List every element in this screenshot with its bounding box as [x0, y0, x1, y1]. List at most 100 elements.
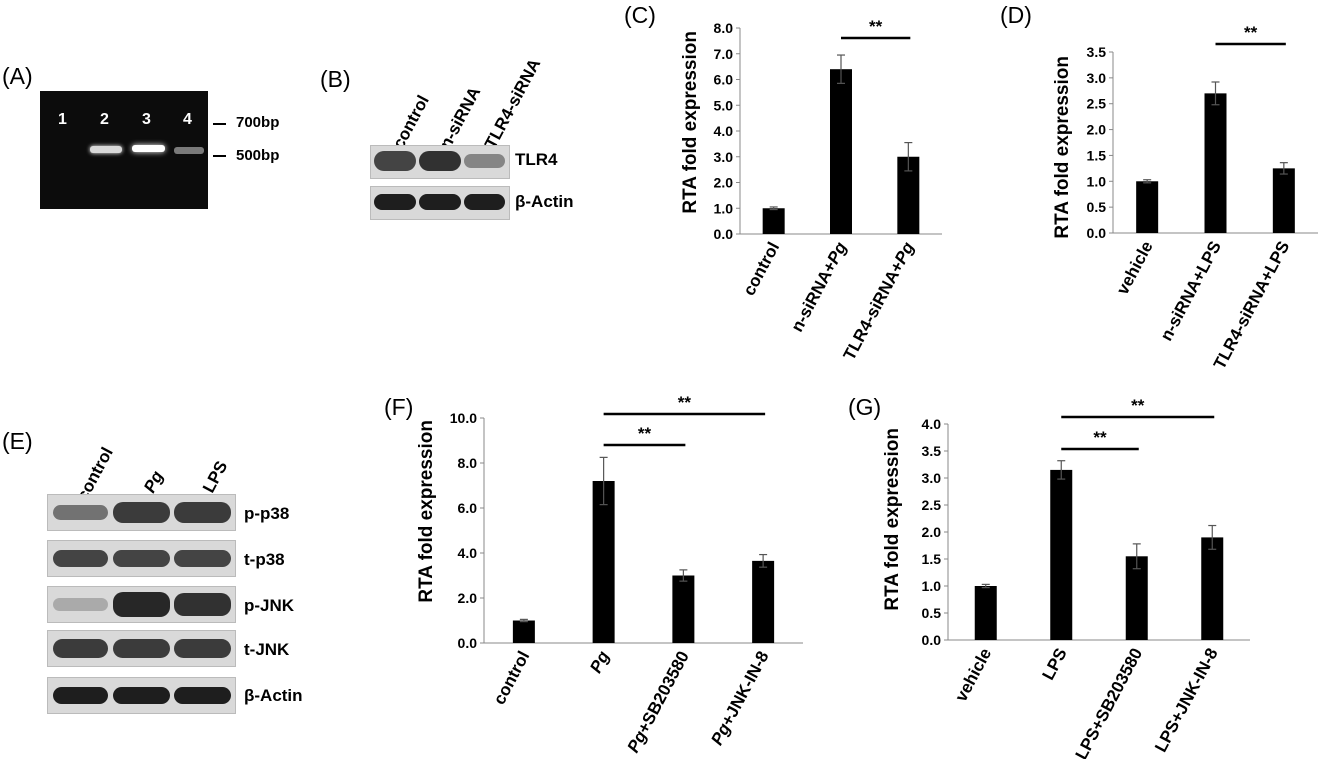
- chart-c-category-label: n-siRNA+Pg: [787, 238, 850, 335]
- panel-label-g: (G): [848, 394, 882, 420]
- blot-b-band-tlr4-tlr4-sirna: [464, 154, 505, 168]
- gel-band-lane-2: [90, 146, 122, 153]
- chart-f-y-tick-label: 2.0: [458, 590, 478, 606]
- gel-lane-4-label: 4: [183, 111, 192, 128]
- chart-f-category-label: Pg+JNK-IN-8: [707, 648, 772, 748]
- gel-lane-1-label: 1: [58, 111, 67, 128]
- chart-c-y-tick-label: 1.0: [714, 200, 734, 216]
- chart-f-category-label: Pg: [586, 647, 613, 676]
- chart-f-bar: [592, 481, 615, 643]
- panel-label-d: (D): [1000, 2, 1032, 28]
- chart-c-y-tick-label: 4.0: [714, 123, 734, 139]
- chart-g-bar: [1201, 537, 1224, 640]
- chart-f-significance-label: **: [638, 424, 652, 443]
- chart-f-y-tick-label: 10.0: [450, 410, 477, 426]
- blot-b-band-actin-control: [374, 194, 416, 210]
- chart-g-bar: [974, 586, 997, 640]
- blot-b-band-actin-n-sirna: [419, 194, 461, 210]
- chart-c-y-tick-label: 0.0: [714, 226, 734, 242]
- blot-e-band-t-jnk-pg: [113, 639, 170, 658]
- chart-g-category-label: LPS+SB203580: [1072, 645, 1147, 759]
- chart-g-category-label: LPS+JNK-IN-8: [1151, 645, 1222, 755]
- panel-label-e: (E): [2, 428, 33, 454]
- chart-d-y-tick-label: 1.0: [1087, 173, 1107, 189]
- blot-e-row-label-actin: β-Actin: [244, 686, 303, 705]
- blot-b-band-tlr4-n-sirna: [419, 151, 461, 171]
- chart-f-bar: [672, 575, 695, 643]
- blot-b-strip-tlr4: [370, 145, 510, 179]
- chart-c-y-tick-label: 5.0: [714, 97, 734, 113]
- blot-e-strip-t-p38: [47, 540, 236, 577]
- chart-d-y-tick-label: 3.5: [1087, 44, 1107, 60]
- chart-g-y-tick-label: 1.0: [922, 578, 942, 594]
- chart-d-y-tick-label: 2.5: [1087, 96, 1107, 112]
- chart-g-y-tick-label: 4.0: [922, 416, 942, 432]
- gel-lane-3-label: 3: [142, 111, 151, 128]
- marker-label-500bp: 500bp: [236, 147, 280, 164]
- chart-g-y-tick-label: 2.0: [922, 524, 942, 540]
- blot-e-band-actin-control: [53, 687, 108, 704]
- blot-b-row-label-actin: β-Actin: [515, 192, 574, 211]
- chart-g-y-tick-label: 2.5: [922, 497, 942, 513]
- blot-e-band-p-jnk-lps: [174, 593, 231, 616]
- blot-e-band-p-jnk-pg: [113, 592, 170, 617]
- chart-f-y-label: RTA fold expression: [416, 420, 437, 603]
- blot-e-band-actin-lps: [174, 687, 231, 704]
- blot-e-strip-p-p38: [47, 494, 236, 531]
- panel-label-a: (A): [2, 63, 33, 89]
- chart-c-y-tick-label: 6.0: [714, 72, 734, 88]
- chart-g-y-tick-label: 1.5: [922, 551, 942, 567]
- chart-d-y-tick-label: 1.5: [1087, 147, 1107, 163]
- blot-b-band-tlr4-control: [374, 151, 416, 171]
- chart-d-y-tick-label: 2.0: [1087, 122, 1107, 138]
- blot-e-row-label-p-jnk: p-JNK: [244, 596, 295, 615]
- chart-d-category-label: vehicle: [1113, 238, 1157, 298]
- chart-c-bar: [830, 69, 852, 234]
- blot-e-band-actin-pg: [113, 687, 170, 704]
- blot-e-row-label-t-jnk: t-JNK: [244, 640, 290, 659]
- chart-d-y-label: RTA fold expression: [1052, 56, 1073, 239]
- chart-c-y-tick-label: 3.0: [714, 149, 734, 165]
- chart-g-y-tick-label: 0.5: [922, 605, 942, 621]
- chart-c-y-tick-label: 8.0: [714, 20, 734, 36]
- marker-label-700bp: 700bp: [236, 114, 280, 131]
- blot-e-band-t-jnk-control: [53, 639, 108, 658]
- chart-g-bar: [1050, 469, 1073, 640]
- blot-e-strip-p-jnk: [47, 586, 236, 623]
- blot-e-band-p-p38-control: [53, 505, 108, 520]
- chart-c-category-label: TLR4-siRNA+Pg: [840, 238, 918, 363]
- chart-c-bar: [897, 156, 920, 234]
- chart-f-category-label: Pg+SB203580: [624, 648, 693, 756]
- blot-e-band-t-p38-lps: [174, 550, 231, 567]
- chart-d-category-label: n-siRNA+LPS: [1157, 238, 1225, 344]
- blot-e-strip-t-jnk: [47, 630, 236, 667]
- chart-c-category-label: control: [739, 239, 783, 299]
- chart-g-significance-label: **: [1093, 428, 1107, 447]
- blot-b-band-actin-tlr4-sirna: [464, 194, 505, 210]
- chart-d-bar: [1136, 181, 1159, 233]
- chart-f-bar: [752, 560, 775, 643]
- chart-c-significance-label: **: [869, 17, 883, 36]
- chart-f-y-tick-label: 8.0: [458, 455, 478, 471]
- chart-g-significance-label: **: [1131, 396, 1145, 415]
- chart-f-bar: [512, 620, 535, 643]
- chart-d-y-tick-label: 3.0: [1087, 70, 1107, 86]
- blot-e-strip-actin: [47, 677, 236, 714]
- marker-tick-500: [213, 155, 226, 157]
- chart-f-category-label: control: [490, 648, 534, 708]
- gel-lane-2-label: 2: [100, 111, 109, 128]
- chart-g-category-label: vehicle: [951, 645, 995, 705]
- chart-g-y-tick-label: 3.5: [922, 443, 942, 459]
- chart-d-y-tick-label: 0.0: [1087, 225, 1107, 241]
- chart-c-y-label: RTA fold expression: [680, 31, 701, 214]
- blot-e-band-p-p38-lps: [174, 502, 231, 523]
- gel-band-lane-4: [174, 147, 204, 154]
- agarose-gel-image: 1 2 3 4: [40, 91, 208, 209]
- chart-d-bar: [1204, 93, 1227, 233]
- chart-g-y-tick-label: 3.0: [922, 470, 942, 486]
- marker-tick-700: [213, 123, 226, 125]
- chart-f-y-tick-label: 6.0: [458, 500, 478, 516]
- blot-b-strip-actin: [370, 186, 510, 220]
- blot-e-row-label-p-p38: p-p38: [244, 504, 290, 523]
